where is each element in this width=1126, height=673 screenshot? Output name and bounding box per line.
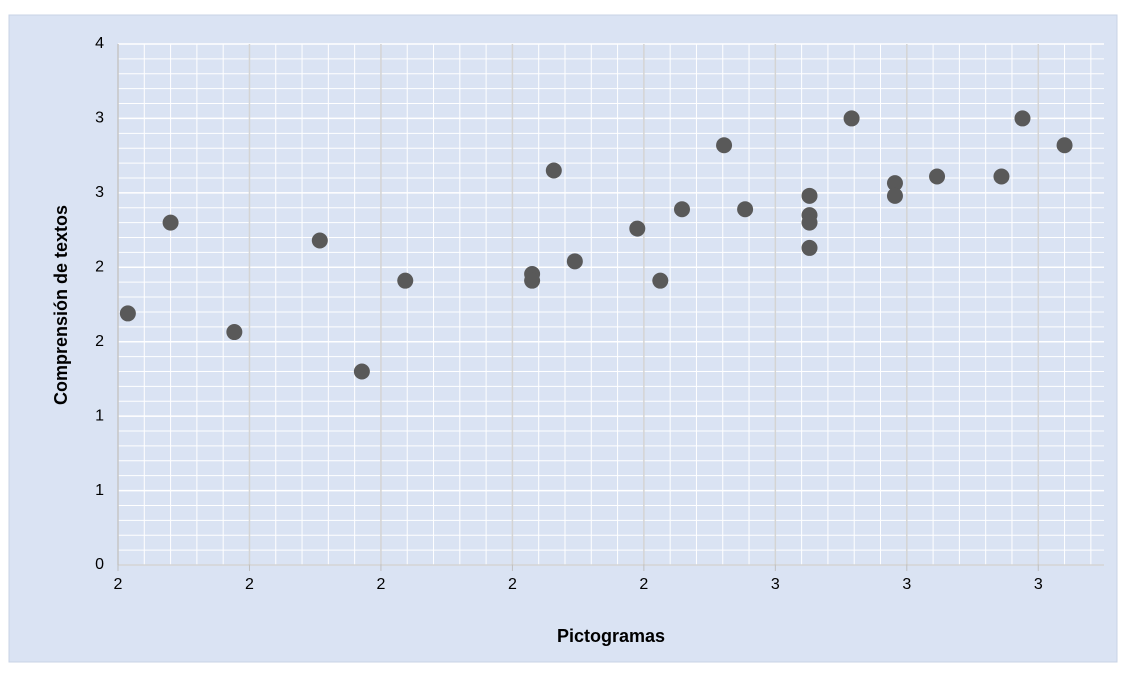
point bbox=[801, 239, 818, 256]
y-tick-label: 2 bbox=[95, 333, 104, 350]
point bbox=[566, 253, 583, 270]
y-tick-label: 0 bbox=[95, 556, 104, 573]
point bbox=[1056, 137, 1073, 154]
point bbox=[716, 137, 733, 154]
y-tick-label: 1 bbox=[95, 482, 104, 499]
x-tick-label: 3 bbox=[771, 576, 780, 593]
point bbox=[353, 363, 370, 380]
point bbox=[119, 305, 136, 322]
point bbox=[629, 220, 646, 237]
point bbox=[886, 175, 903, 192]
y-tick-label: 2 bbox=[95, 259, 104, 276]
point bbox=[397, 272, 414, 289]
point bbox=[652, 272, 669, 289]
x-tick-label: 2 bbox=[114, 576, 123, 593]
x-axis-title: Pictogramas bbox=[557, 626, 665, 646]
point bbox=[843, 110, 860, 127]
point bbox=[226, 324, 243, 341]
point bbox=[886, 187, 903, 204]
point bbox=[801, 214, 818, 231]
point bbox=[162, 214, 179, 231]
point bbox=[993, 168, 1010, 185]
point bbox=[524, 272, 541, 289]
y-tick-label: 3 bbox=[95, 184, 104, 201]
x-tick-label: 3 bbox=[1034, 576, 1043, 593]
x-tick-label: 2 bbox=[508, 576, 517, 593]
y-tick-label: 4 bbox=[95, 35, 104, 52]
x-tick-label: 2 bbox=[376, 576, 385, 593]
point bbox=[1014, 110, 1031, 127]
x-tick-label: 2 bbox=[639, 576, 648, 593]
point bbox=[673, 201, 690, 218]
x-tick-label: 3 bbox=[902, 576, 911, 593]
point bbox=[929, 168, 946, 185]
point bbox=[545, 162, 562, 179]
point bbox=[801, 187, 818, 204]
point bbox=[311, 232, 328, 249]
y-axis-title: Comprensión de textos bbox=[51, 205, 71, 405]
point bbox=[737, 201, 754, 218]
y-tick-label: 3 bbox=[95, 110, 104, 127]
chart-background bbox=[8, 14, 1118, 663]
y-tick-label: 1 bbox=[95, 407, 104, 424]
x-tick-label: 2 bbox=[245, 576, 254, 593]
